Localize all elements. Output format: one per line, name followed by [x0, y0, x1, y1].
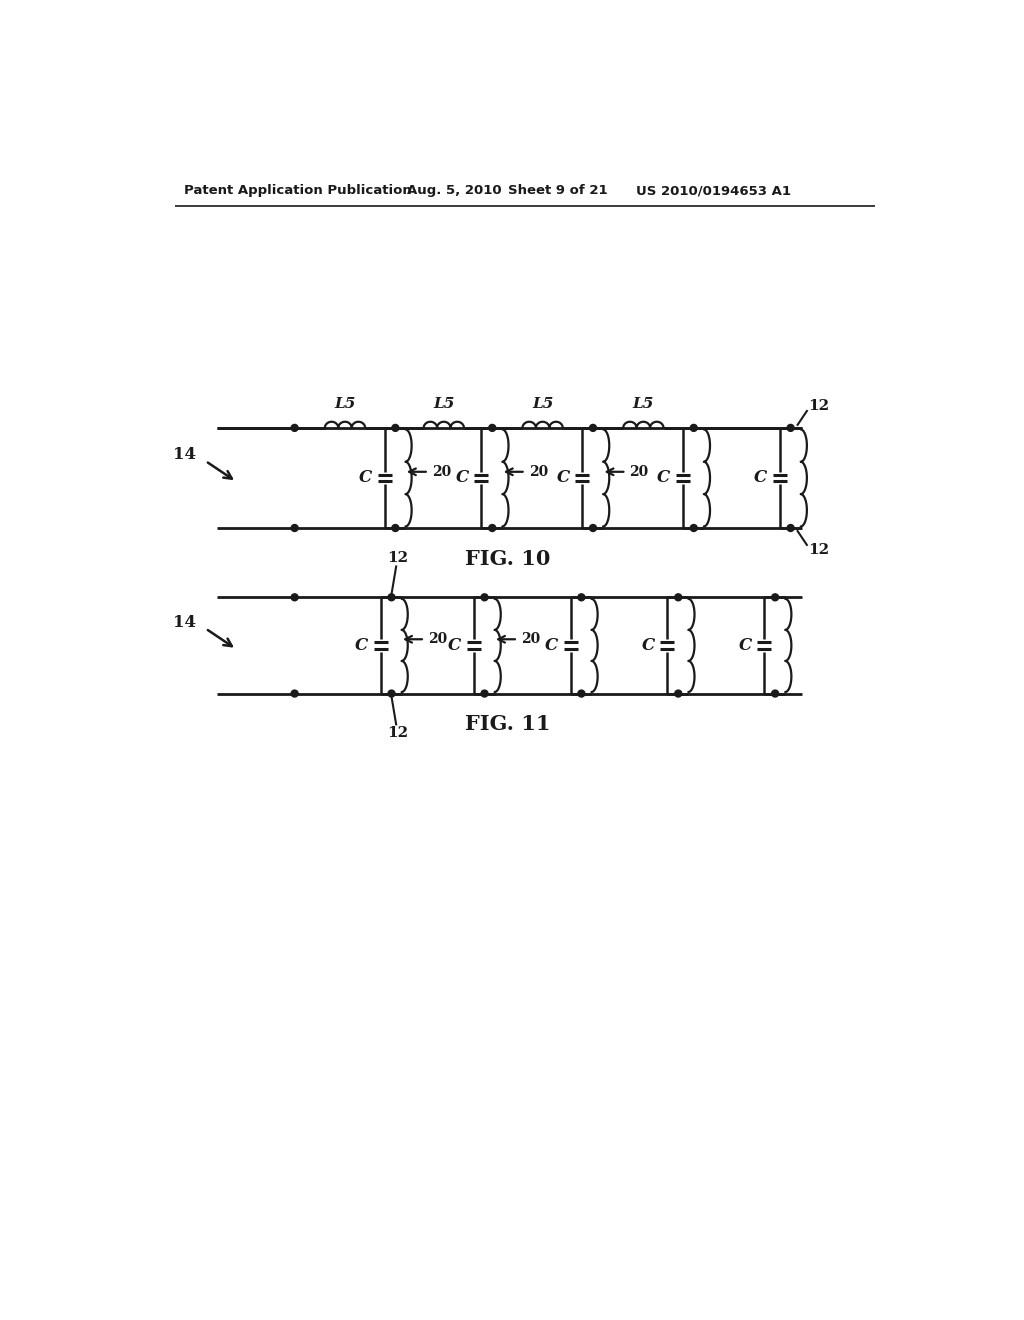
- Text: FIG. 10: FIG. 10: [465, 549, 551, 569]
- Circle shape: [392, 524, 399, 532]
- Text: 20: 20: [630, 465, 648, 479]
- Circle shape: [388, 690, 395, 697]
- Text: C: C: [642, 638, 655, 653]
- Circle shape: [590, 425, 597, 432]
- Text: 20: 20: [521, 632, 541, 647]
- Circle shape: [772, 690, 778, 697]
- Text: C: C: [754, 470, 767, 487]
- Circle shape: [675, 690, 682, 697]
- Circle shape: [590, 524, 597, 532]
- Text: C: C: [545, 638, 558, 653]
- Text: 20: 20: [528, 465, 548, 479]
- Circle shape: [488, 524, 496, 532]
- Text: L5: L5: [531, 397, 553, 411]
- Text: C: C: [456, 470, 469, 487]
- Circle shape: [291, 524, 298, 532]
- Circle shape: [481, 690, 488, 697]
- Circle shape: [690, 524, 697, 532]
- Text: C: C: [738, 638, 752, 653]
- Circle shape: [690, 425, 697, 432]
- Circle shape: [578, 690, 585, 697]
- Text: L5: L5: [334, 397, 355, 411]
- Text: 20: 20: [428, 632, 447, 647]
- Circle shape: [488, 425, 496, 432]
- Text: 20: 20: [432, 465, 451, 479]
- Text: Sheet 9 of 21: Sheet 9 of 21: [508, 185, 607, 197]
- Circle shape: [291, 690, 298, 697]
- Text: 14: 14: [173, 446, 197, 463]
- Text: 14: 14: [173, 614, 197, 631]
- Text: 12: 12: [809, 543, 829, 557]
- Circle shape: [481, 594, 488, 601]
- Circle shape: [388, 594, 395, 601]
- Circle shape: [772, 594, 778, 601]
- Text: 12: 12: [387, 550, 409, 565]
- Text: FIG. 11: FIG. 11: [465, 714, 551, 734]
- Circle shape: [392, 425, 399, 432]
- Text: 12: 12: [809, 400, 829, 413]
- Circle shape: [291, 594, 298, 601]
- Circle shape: [787, 425, 795, 432]
- Text: C: C: [358, 470, 372, 487]
- Text: 12: 12: [387, 726, 409, 741]
- Text: Aug. 5, 2010: Aug. 5, 2010: [407, 185, 502, 197]
- Circle shape: [578, 594, 585, 601]
- Text: C: C: [657, 470, 671, 487]
- Circle shape: [675, 594, 682, 601]
- Text: C: C: [449, 638, 461, 653]
- Text: L5: L5: [633, 397, 654, 411]
- Text: Patent Application Publication: Patent Application Publication: [183, 185, 412, 197]
- Text: US 2010/0194653 A1: US 2010/0194653 A1: [636, 185, 791, 197]
- Text: C: C: [556, 470, 569, 487]
- Text: L5: L5: [433, 397, 455, 411]
- Text: C: C: [355, 638, 369, 653]
- Circle shape: [291, 425, 298, 432]
- Circle shape: [787, 524, 795, 532]
